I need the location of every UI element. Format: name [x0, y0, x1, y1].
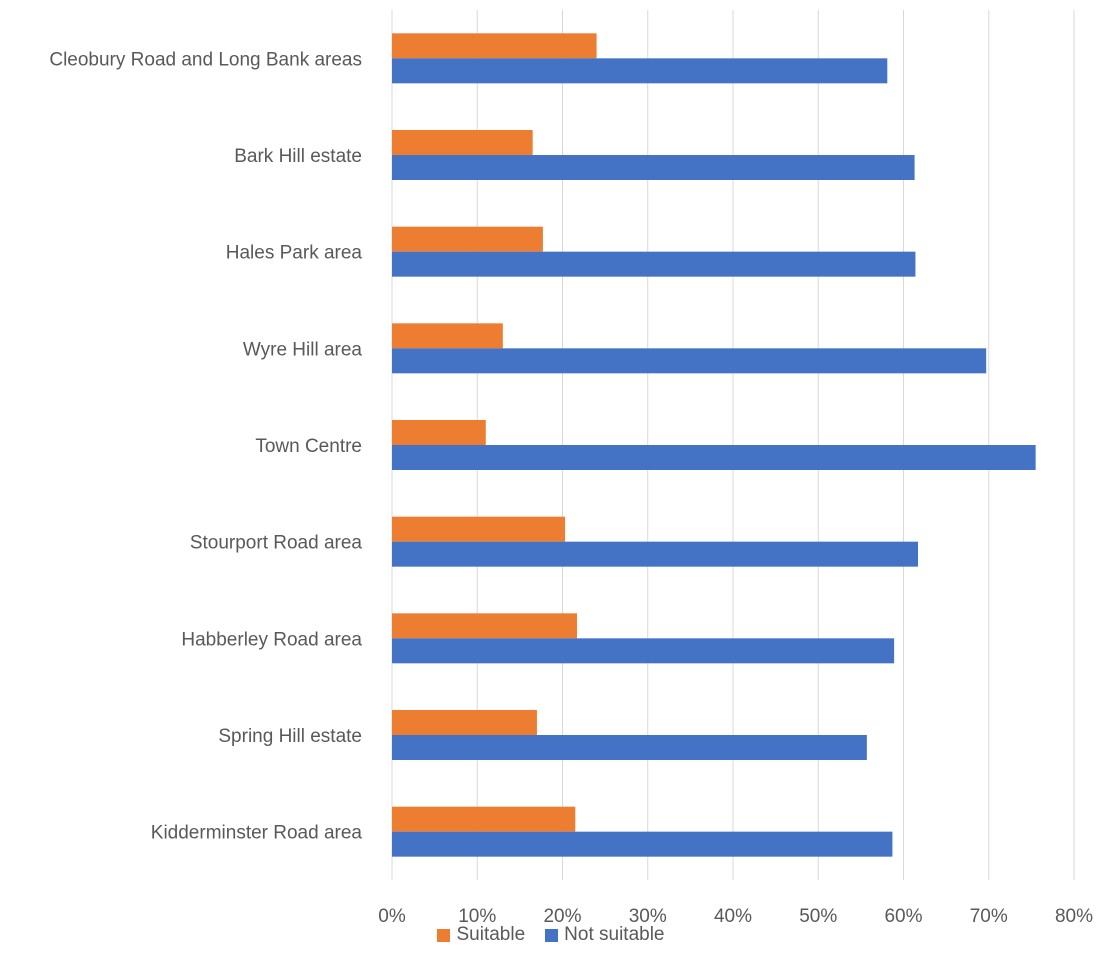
category-label: Habberley Road area	[181, 629, 362, 650]
legend-swatch	[545, 928, 559, 942]
bar-suitable	[392, 613, 577, 639]
bar-not-suitable	[392, 735, 867, 760]
bar-not-suitable	[392, 638, 895, 664]
bar-suitable	[392, 130, 533, 155]
category-label: Bark Hill estate	[234, 146, 362, 167]
category-label: Wyre Hill area	[243, 339, 363, 360]
bar-not-suitable	[392, 831, 893, 857]
bar-suitable	[392, 516, 566, 542]
bar-suitable	[392, 710, 537, 735]
bar-suitable	[392, 806, 576, 832]
category-label: Spring Hill estate	[218, 726, 362, 747]
bar-not-suitable	[392, 445, 1036, 470]
bar-not-suitable	[392, 348, 987, 374]
category-label: Hales Park area	[226, 243, 363, 264]
bar-suitable	[392, 33, 597, 59]
x-tick-label: 70%	[970, 906, 1008, 927]
legend-label: Suitable	[456, 924, 526, 945]
x-tick-label: 0%	[378, 906, 406, 927]
x-tick-label: 60%	[884, 906, 922, 927]
x-tick-label: 50%	[799, 906, 837, 927]
bar-not-suitable	[392, 155, 915, 180]
bar-suitable	[392, 323, 503, 349]
category-label: Cleobury Road and Long Bank areas	[49, 49, 362, 70]
bar-suitable	[392, 420, 486, 445]
bar-not-suitable	[392, 58, 888, 84]
category-labels: Cleobury Road and Long Bank areas Bark Hi…	[49, 49, 362, 843]
legend: Suitable Not suitable	[0, 921, 1102, 949]
category-label: Town Centre	[255, 436, 362, 457]
x-tick-label: 30%	[629, 906, 667, 927]
legend-swatch	[437, 928, 451, 942]
bar-not-suitable	[392, 541, 918, 567]
bar-not-suitable	[392, 251, 916, 277]
x-tick-label: 20%	[543, 906, 581, 927]
legend-item: Not suitable	[545, 924, 665, 946]
legend-item: Suitable	[437, 924, 525, 946]
x-tick-label: 80%	[1055, 906, 1093, 927]
category-label: Kidderminster Road area	[151, 823, 363, 844]
x-tick-labels: 0% 10% 20% 30% 40% 50% 60% 70% 80%	[378, 906, 1093, 927]
bar-suitable	[392, 226, 543, 252]
category-label: Stourport Road area	[190, 533, 363, 554]
legend-label: Not suitable	[564, 924, 665, 945]
x-tick-label: 40%	[714, 906, 752, 927]
bars	[392, 33, 1036, 857]
x-tick-label: 10%	[458, 906, 496, 927]
